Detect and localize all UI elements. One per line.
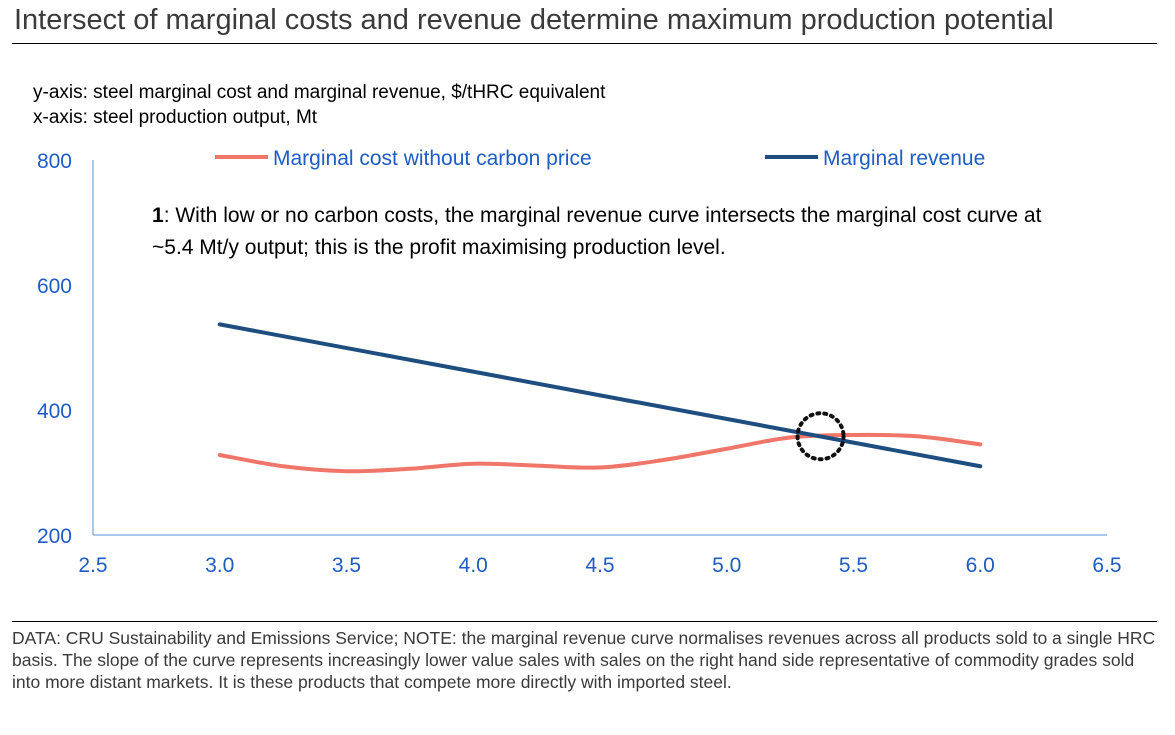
y-tick-label: 800: [37, 150, 72, 173]
annotation-number: 1: [152, 204, 164, 227]
y-tick-label: 600: [37, 275, 72, 298]
annotation-text: : With low or no carbon costs, the margi…: [152, 204, 1042, 259]
series-line-marginal-cost: [217, 432, 983, 474]
chart-series: [217, 322, 983, 474]
chart-highlight: [795, 411, 846, 462]
x-tick-label: 5.0: [712, 554, 741, 577]
chart-annotation: 1: With low or no carbon costs, the marg…: [152, 200, 1052, 264]
legend-label: Marginal revenue: [823, 147, 985, 170]
series-line-marginal-revenue: [217, 322, 983, 469]
x-tick-label: 6.0: [966, 554, 995, 577]
x-tick-label: 3.0: [205, 554, 234, 577]
chart-title: Intersect of marginal costs and revenue …: [14, 4, 1054, 36]
chart-legend: Marginal cost without carbon price Margin…: [215, 147, 985, 170]
x-tick-label: 4.5: [585, 554, 614, 577]
title-divider: [12, 43, 1157, 44]
x-tick-label: 6.5: [1092, 554, 1121, 577]
chart-ticks: 2.5 3.0 3.5 4.0 4.5 5.0 5.5 6.0 6.5 200 400 600 800: [37, 150, 1122, 577]
y-tick-label: 400: [37, 400, 72, 423]
x-tick-label: 3.5: [332, 554, 361, 577]
x-tick-label: 2.5: [78, 554, 107, 577]
x-axis-description: x-axis: steel production output, Mt: [33, 107, 318, 128]
footnote: DATA: CRU Sustainability and Emissions S…: [12, 628, 1156, 692]
footnote-divider: [12, 621, 1157, 622]
chart-axes: [92, 160, 1107, 536]
y-tick-label: 200: [37, 525, 72, 548]
intersection-circle: [795, 411, 846, 462]
x-tick-label: 5.5: [839, 554, 868, 577]
chart-plot: 2.5 3.0 3.5 4.0 4.5 5.0 5.5 6.0 6.5200400600800 …: [37, 147, 1122, 577]
legend-label: Marginal cost without carbon price: [273, 147, 592, 170]
x-tick-label: 4.0: [459, 554, 488, 577]
y-axis-description: y-axis: steel marginal cost and marginal…: [33, 82, 606, 103]
